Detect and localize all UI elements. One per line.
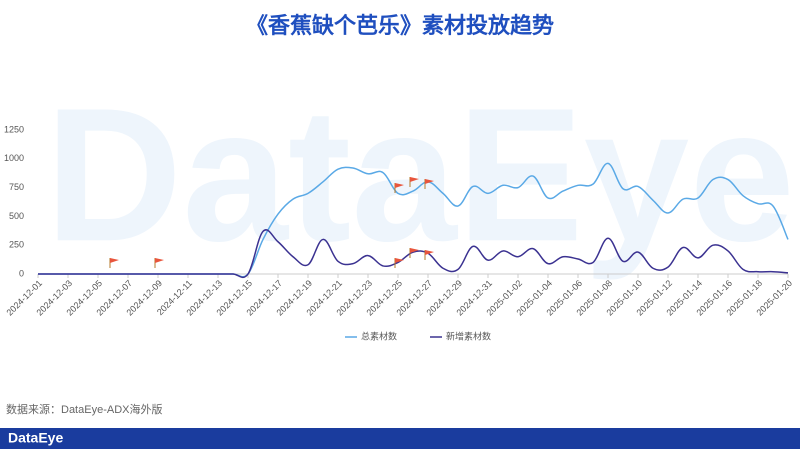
watermark: DataEye <box>45 69 795 281</box>
source-note: 数据来源：DataEye-ADX海外版 <box>6 402 162 416</box>
y-tick-label: 250 <box>9 240 24 250</box>
legend-label: 新增素材数 <box>446 330 491 341</box>
series-line <box>37 229 789 279</box>
legend-label: 总素材数 <box>361 330 397 341</box>
flag-icons <box>109 177 434 268</box>
footer-bar <box>0 428 800 449</box>
y-tick-label: 1000 <box>4 153 24 163</box>
chart-title: 《香蕉缺个芭乐》素材投放趋势 <box>246 13 554 38</box>
y-tick-label: 750 <box>9 182 24 192</box>
y-tick-label: 500 <box>9 211 24 221</box>
y-tick-label: 0 <box>19 268 24 278</box>
brand-logo: DataEye <box>8 430 63 446</box>
y-tick-label: 1250 <box>4 124 24 134</box>
